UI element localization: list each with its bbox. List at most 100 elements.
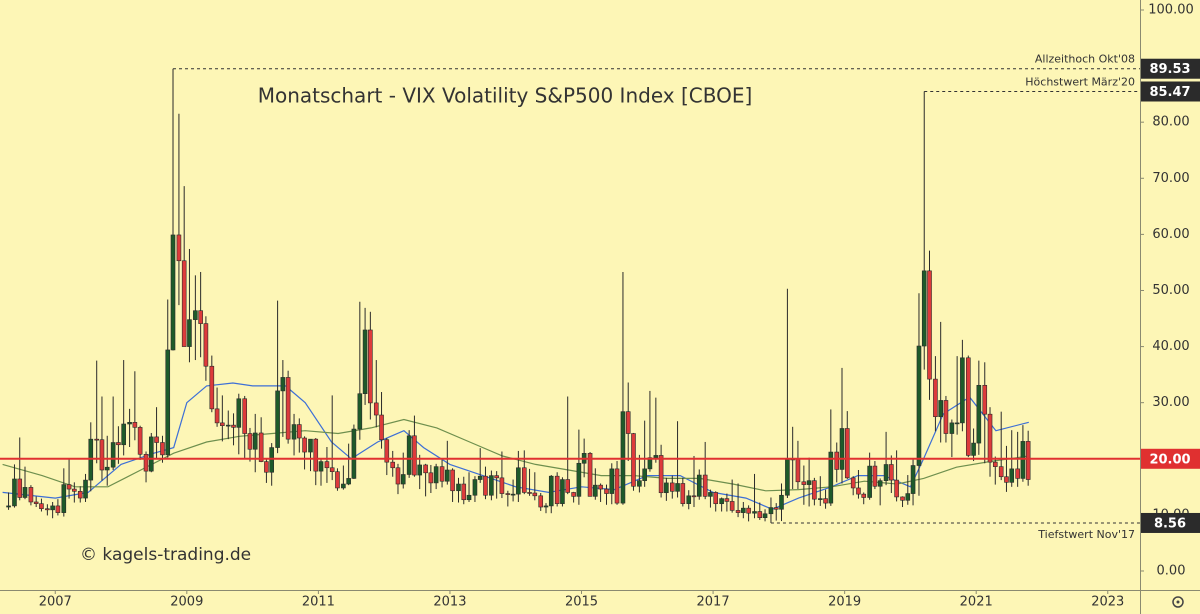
- candle-body: [33, 501, 39, 504]
- candle-body: [110, 442, 116, 468]
- candle-body: [773, 507, 779, 510]
- candle-body: [921, 270, 927, 347]
- candle-body: [280, 377, 286, 392]
- candle-body: [992, 461, 998, 467]
- candle-body: [548, 475, 554, 507]
- candle-body: [456, 483, 461, 492]
- level-note: Tiefstwert Nov'17: [1037, 528, 1135, 541]
- candle-body: [900, 496, 905, 501]
- candle-body: [828, 451, 834, 504]
- candle-body: [933, 378, 938, 418]
- candle-body: [768, 507, 774, 515]
- candle-body: [795, 458, 801, 483]
- candle-body: [384, 439, 390, 463]
- x-tick-label: 2017: [697, 595, 730, 610]
- level-note: Allzeithoch Okt'08: [1035, 53, 1135, 66]
- level-label: 8.56: [1154, 516, 1186, 531]
- candle-body: [203, 323, 209, 367]
- candle-body: [198, 310, 203, 324]
- candle-body: [779, 494, 784, 510]
- candle-body: [746, 507, 751, 514]
- y-tick-label: 50.00: [1152, 283, 1189, 298]
- candle-body: [154, 436, 159, 443]
- candle-body: [560, 479, 565, 504]
- y-tick-label: 100.00: [1148, 2, 1194, 17]
- candle-body: [521, 467, 527, 493]
- candle-body: [220, 422, 225, 426]
- candle-body: [285, 377, 291, 440]
- candle-body: [379, 414, 384, 441]
- candle-body: [538, 495, 544, 508]
- candle-body: [423, 464, 428, 474]
- candle-body: [176, 234, 182, 262]
- candle-body: [6, 505, 11, 508]
- candle-body: [17, 478, 23, 498]
- x-tick-label: 2011: [302, 595, 335, 610]
- candle-body: [949, 422, 955, 434]
- candle-body: [351, 428, 357, 479]
- candle-body: [83, 479, 88, 499]
- candle-body: [412, 435, 417, 476]
- candle-body: [193, 310, 198, 320]
- candle-body: [614, 468, 620, 504]
- candle-body: [66, 484, 72, 490]
- candle-body: [960, 357, 965, 424]
- candle-body: [696, 474, 702, 497]
- candle-body: [806, 480, 812, 485]
- candle-body: [752, 511, 757, 514]
- moving-average: [2, 382, 1029, 510]
- candle-body: [472, 479, 478, 496]
- candle-body: [499, 477, 505, 494]
- candle-body: [160, 442, 165, 456]
- candle-body: [905, 493, 911, 501]
- candle-body: [28, 487, 34, 503]
- candle-body: [976, 384, 982, 444]
- candle-body: [45, 508, 50, 511]
- candle-body: [625, 411, 631, 434]
- candle-body: [335, 471, 340, 489]
- candle-body: [872, 465, 878, 487]
- candle-body: [637, 480, 642, 487]
- candle-body: [94, 438, 99, 441]
- y-tick-label: 30.00: [1152, 395, 1189, 410]
- candle-body: [647, 457, 653, 470]
- candle-body: [181, 260, 187, 347]
- chart-title: Monatschart - VIX Volatility S&P500 Inde…: [258, 84, 753, 108]
- candle-body: [877, 480, 883, 487]
- candle-body: [313, 438, 319, 472]
- candle-body: [801, 481, 807, 485]
- settings-icon[interactable]: [1172, 596, 1184, 608]
- x-tick-label: 2013: [433, 595, 466, 610]
- candle-body: [516, 467, 521, 495]
- candle-body: [329, 467, 335, 472]
- candle-body: [269, 447, 274, 473]
- candle-body: [104, 466, 110, 471]
- y-tick-label: 70.00: [1152, 171, 1189, 186]
- candle-body: [494, 475, 499, 479]
- candle-body: [22, 487, 28, 498]
- candle-body: [867, 465, 872, 498]
- candle-body: [642, 468, 647, 481]
- candle-body: [258, 432, 264, 462]
- candle-body: [466, 494, 472, 501]
- candle-body: [823, 498, 828, 504]
- candle-body: [143, 453, 149, 472]
- candle-body: [532, 492, 538, 497]
- candle-body: [428, 472, 434, 484]
- watermark: © kagels-trading.de: [80, 545, 251, 565]
- candle-body: [390, 461, 396, 469]
- candle-body: [373, 402, 379, 416]
- candle-body: [417, 464, 422, 476]
- candle-body: [856, 487, 861, 495]
- candle-body: [664, 482, 669, 494]
- candle-body: [982, 384, 988, 415]
- candle-body: [187, 319, 192, 347]
- level-label: 20.00: [1149, 452, 1190, 467]
- candle-body: [1020, 441, 1026, 479]
- candle-body: [165, 349, 171, 456]
- candle-body: [658, 455, 664, 494]
- candle-body: [297, 424, 302, 439]
- candle-body: [844, 428, 850, 479]
- candle-body: [631, 433, 636, 487]
